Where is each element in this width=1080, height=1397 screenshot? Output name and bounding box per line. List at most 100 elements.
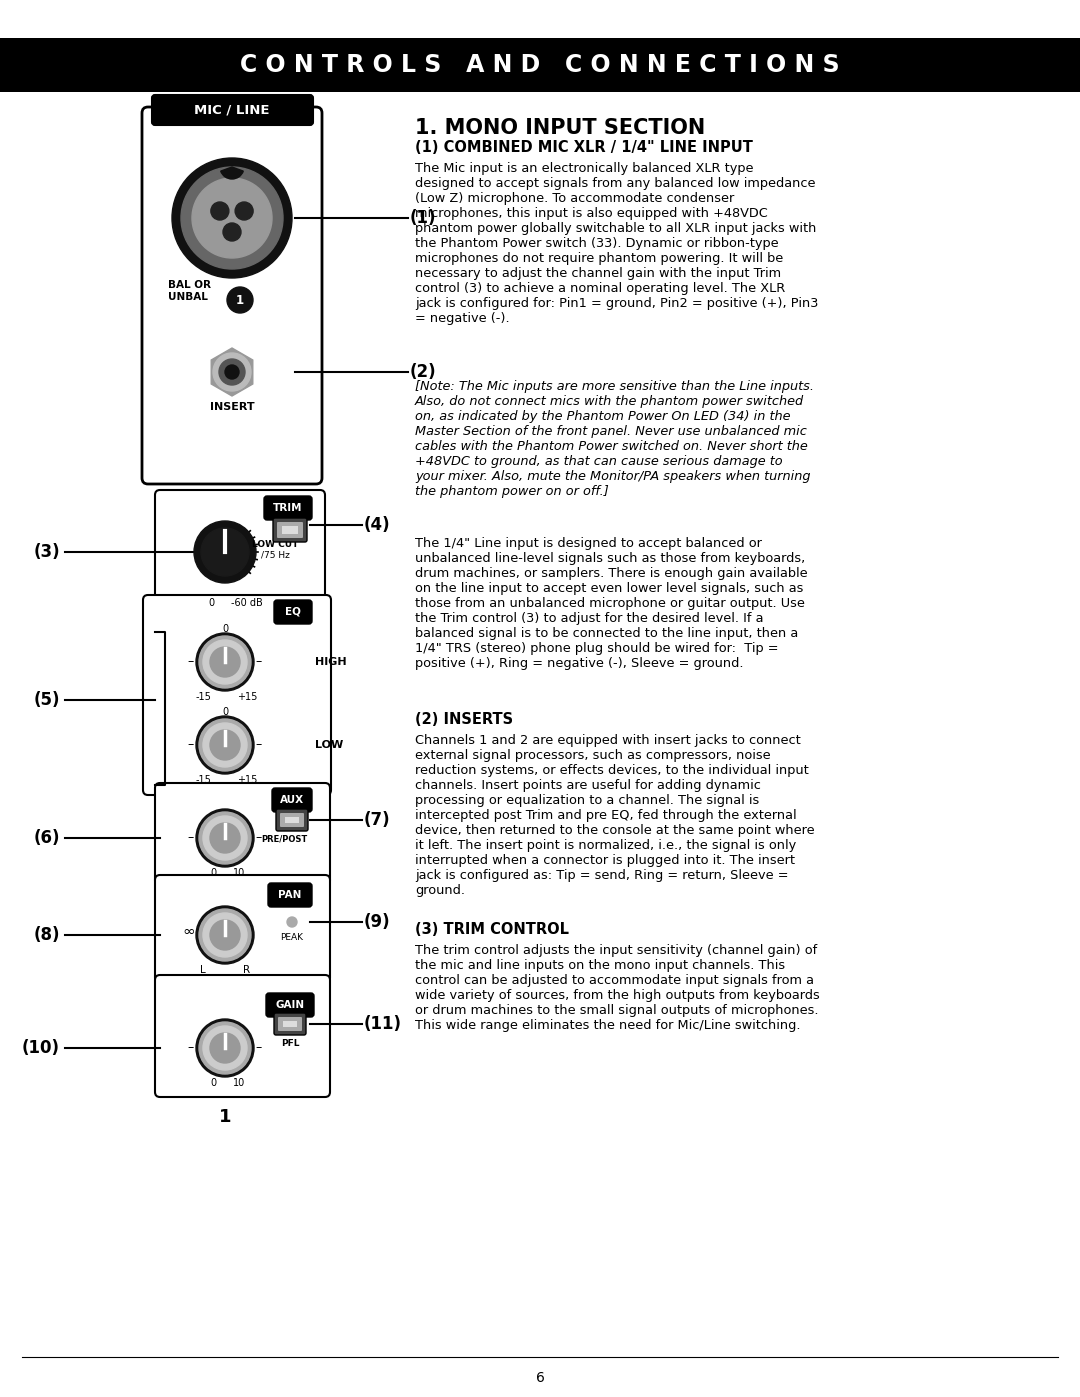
Circle shape [199, 719, 251, 771]
Text: MIC / LINE: MIC / LINE [194, 103, 270, 116]
Text: (8): (8) [33, 926, 60, 944]
Circle shape [194, 521, 256, 583]
Text: (9): (9) [364, 914, 391, 930]
Text: –: – [188, 831, 194, 845]
Text: PEAK: PEAK [281, 933, 303, 942]
Text: GAIN: GAIN [275, 1000, 305, 1010]
Text: (3) TRIM CONTROL: (3) TRIM CONTROL [415, 922, 569, 937]
Circle shape [172, 158, 292, 278]
FancyBboxPatch shape [276, 809, 308, 831]
FancyBboxPatch shape [272, 788, 312, 812]
Circle shape [210, 823, 240, 854]
FancyBboxPatch shape [156, 490, 325, 605]
Text: (6): (6) [33, 828, 60, 847]
Circle shape [195, 1018, 254, 1077]
Text: (1): (1) [410, 210, 436, 226]
Text: AUX: AUX [280, 795, 305, 805]
Text: Channels 1 and 2 are equipped with insert jacks to connect
external signal proce: Channels 1 and 2 are equipped with inser… [415, 733, 814, 897]
Text: LOW CUT: LOW CUT [252, 541, 298, 549]
Circle shape [203, 1025, 247, 1070]
Circle shape [203, 640, 247, 685]
Text: R: R [243, 965, 251, 975]
FancyBboxPatch shape [266, 993, 314, 1017]
Text: BAL OR
UNBAL: BAL OR UNBAL [168, 279, 211, 302]
Text: –: – [188, 739, 194, 752]
Text: HIGH: HIGH [315, 657, 347, 666]
Text: 0: 0 [210, 868, 216, 877]
Circle shape [210, 731, 240, 760]
Circle shape [210, 1032, 240, 1063]
Text: 1. MONO INPUT SECTION: 1. MONO INPUT SECTION [415, 117, 705, 138]
Text: The trim control adjusts the input sensitivity (channel gain) of
the mic and lin: The trim control adjusts the input sensi… [415, 944, 820, 1032]
Text: +15: +15 [237, 692, 257, 703]
FancyBboxPatch shape [274, 1013, 306, 1035]
Text: (7): (7) [364, 812, 391, 828]
Bar [0, 38, 1080, 92]
Text: –: – [256, 831, 262, 845]
Circle shape [222, 224, 241, 242]
Text: EQ: EQ [285, 608, 301, 617]
Text: /75 Hz: /75 Hz [260, 550, 289, 560]
Text: (10): (10) [22, 1039, 60, 1058]
Wedge shape [220, 168, 243, 179]
FancyBboxPatch shape [156, 875, 330, 983]
Text: 0: 0 [221, 624, 228, 634]
FancyBboxPatch shape [156, 782, 330, 886]
Text: (11): (11) [364, 1016, 402, 1032]
Text: L: L [200, 965, 206, 975]
Text: PFL: PFL [281, 1039, 299, 1048]
Text: C O N T R O L S   A N D   C O N N E C T I O N S: C O N T R O L S A N D C O N N E C T I O … [240, 53, 840, 77]
FancyBboxPatch shape [278, 1017, 302, 1031]
FancyBboxPatch shape [264, 496, 312, 520]
Text: INSERT: INSERT [210, 402, 254, 412]
Text: PAN: PAN [279, 890, 301, 900]
FancyBboxPatch shape [273, 518, 307, 542]
FancyBboxPatch shape [156, 975, 330, 1097]
Text: The Mic input is an electronically balanced XLR type
designed to accept signals : The Mic input is an electronically balan… [415, 162, 819, 326]
Text: 0: 0 [208, 598, 214, 608]
Circle shape [213, 353, 251, 391]
Circle shape [225, 365, 239, 379]
Text: The 1/4" Line input is designed to accept balanced or
unbalanced line-level sign: The 1/4" Line input is designed to accep… [415, 536, 808, 671]
Circle shape [195, 633, 254, 692]
Circle shape [227, 286, 253, 313]
Text: 10: 10 [233, 1078, 245, 1088]
Circle shape [195, 809, 254, 868]
Circle shape [201, 528, 249, 576]
Text: (2): (2) [410, 363, 436, 381]
Circle shape [195, 907, 254, 964]
Text: –: – [188, 655, 194, 669]
Text: ∞: ∞ [183, 923, 195, 939]
Circle shape [199, 909, 251, 961]
Circle shape [195, 717, 254, 774]
Circle shape [211, 203, 229, 219]
FancyBboxPatch shape [280, 813, 303, 827]
Circle shape [203, 724, 247, 767]
Text: 10: 10 [233, 868, 245, 877]
Text: 0: 0 [221, 707, 228, 717]
Text: -15: -15 [195, 775, 211, 785]
Circle shape [203, 816, 247, 861]
Text: 0: 0 [210, 1078, 216, 1088]
FancyBboxPatch shape [285, 817, 299, 823]
FancyBboxPatch shape [274, 599, 312, 624]
Text: (4): (4) [364, 515, 391, 534]
FancyBboxPatch shape [152, 95, 313, 124]
FancyBboxPatch shape [268, 883, 312, 907]
Text: 6: 6 [536, 1370, 544, 1384]
Text: -60 dB: -60 dB [231, 598, 262, 608]
Circle shape [210, 647, 240, 678]
Text: LOW: LOW [315, 740, 343, 750]
Circle shape [199, 812, 251, 863]
FancyBboxPatch shape [276, 522, 303, 538]
Text: 1: 1 [219, 1108, 231, 1126]
Text: –: – [256, 655, 262, 669]
Circle shape [192, 177, 272, 258]
Text: –: – [256, 739, 262, 752]
Text: TRIM: TRIM [273, 503, 302, 513]
Text: PRE/POST: PRE/POST [261, 835, 307, 844]
Circle shape [219, 359, 245, 386]
FancyBboxPatch shape [141, 108, 322, 483]
Circle shape [235, 203, 253, 219]
Text: (1) COMBINED MIC XLR / 1/4" LINE INPUT: (1) COMBINED MIC XLR / 1/4" LINE INPUT [415, 140, 753, 155]
